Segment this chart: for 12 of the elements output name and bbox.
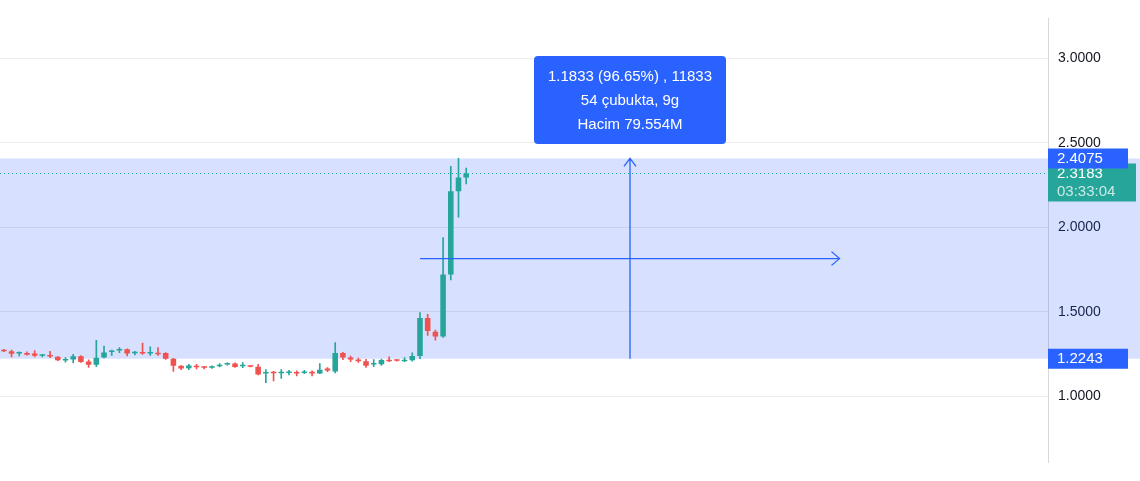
annotation: Hacim 79.554M [576,114,684,135]
y-tick-label: 1.0000 [1058,387,1102,404]
annotation: 1.1833 (96.65%) , 11833 [548,66,713,87]
y-tick-label: 1.5000 [1058,302,1102,319]
y-tick-label: 2.0000 [1058,218,1102,235]
candlestick [147,346,154,356]
y-tick-label: 3.0000 [1058,49,1102,66]
annotation: 1.2243 [1057,348,1103,366]
annotation: 54 çubukta, 9g [579,90,681,111]
annotation: 2.4075 [1057,148,1103,166]
ref-line-label: 2.3183 03:33:04 [1057,163,1116,199]
y-tick-label: 2.5000 [1058,133,1102,150]
